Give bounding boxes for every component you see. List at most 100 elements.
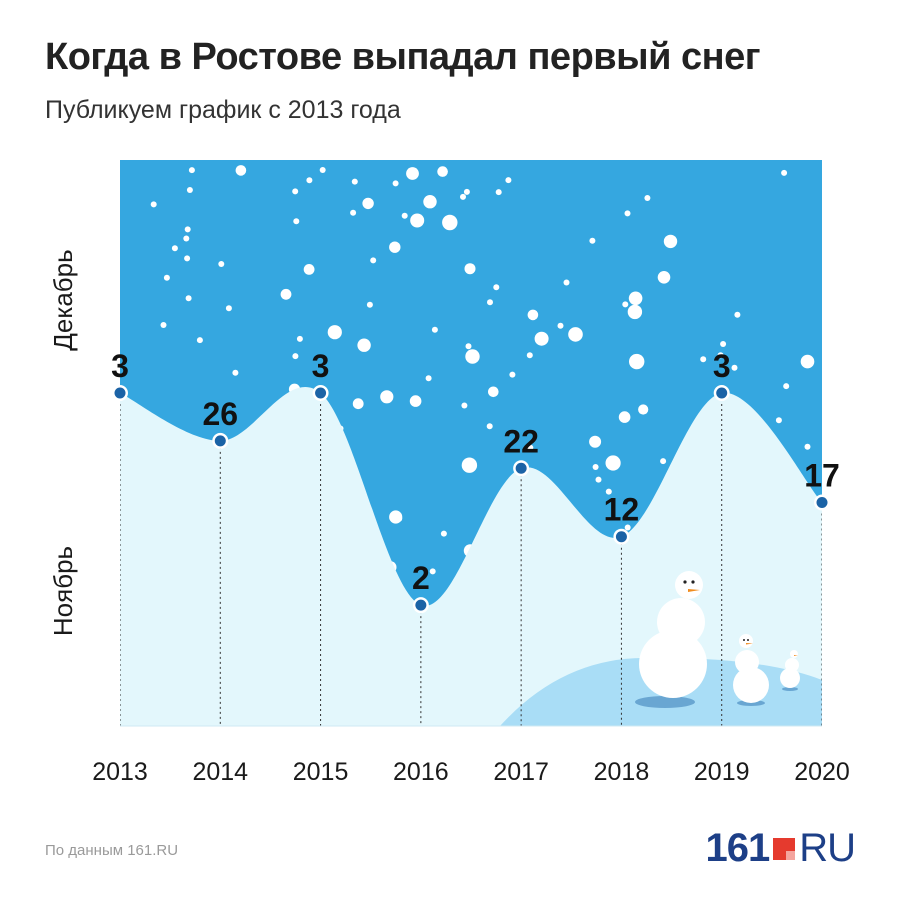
snowflake: [429, 568, 436, 575]
snowflake: [783, 383, 790, 390]
snowflake: [465, 353, 472, 360]
snowflake: [660, 458, 667, 465]
logo-suffix: RU: [799, 826, 856, 870]
snowflake: [183, 235, 190, 242]
y-label-december: Декабрь: [48, 249, 78, 350]
snowflake: [509, 371, 516, 378]
snowflake: [460, 193, 466, 200]
snowflake: [296, 335, 303, 342]
snowflake: [401, 212, 408, 219]
snowflake: [734, 311, 741, 318]
data-label: 12: [604, 492, 640, 528]
snowflake: [366, 301, 373, 308]
snowflake: [775, 417, 782, 424]
source-note: По данным 161.RU: [45, 842, 179, 859]
snowflake: [293, 218, 300, 225]
snowflake: [592, 464, 599, 470]
snowflake: [186, 187, 193, 193]
snowflake: [292, 188, 299, 195]
snowflake: [351, 178, 358, 185]
snowflake: [352, 398, 364, 410]
snowflake: [171, 245, 178, 252]
snowflake: [638, 404, 649, 415]
snowflake: [632, 362, 639, 369]
data-point: [315, 387, 327, 399]
snowflake: [218, 261, 225, 267]
snowflake: [486, 423, 493, 430]
data-point: [114, 387, 126, 399]
snowflake: [461, 402, 468, 409]
snowflake: [663, 234, 678, 249]
snowflake: [437, 166, 448, 177]
snowflake: [431, 326, 438, 333]
snowflake: [465, 349, 480, 364]
x-tick-label: 2019: [694, 758, 750, 786]
snowflake: [306, 177, 313, 184]
snowflake: [495, 189, 502, 196]
snowflake: [527, 309, 539, 321]
snowflake: [406, 167, 419, 180]
snowflake: [595, 476, 602, 483]
snowflake: [150, 201, 157, 208]
data-label: 17: [804, 458, 840, 494]
snow-area: [120, 387, 822, 726]
snowflake: [557, 322, 564, 329]
snowflake: [781, 169, 788, 176]
data-label: 3: [312, 348, 330, 384]
snowflake: [527, 444, 534, 451]
snowflake: [370, 257, 377, 264]
snowflake: [163, 274, 170, 281]
snowflake: [622, 301, 629, 308]
logo-number: 161: [705, 826, 770, 870]
snowman-large-icon: [635, 571, 707, 708]
snowflake: [442, 214, 458, 231]
snowflake: [605, 488, 612, 495]
data-point: [515, 462, 527, 474]
snowflake: [493, 284, 500, 291]
data-markers: [112, 385, 830, 614]
snowflake: [731, 364, 738, 371]
snowflake: [804, 443, 811, 450]
data-point: [816, 497, 828, 508]
snowman-medium-icon: [733, 634, 769, 706]
snowflake: [366, 201, 373, 208]
snowflake: [184, 255, 191, 262]
x-tick-labels: 2013 2014 2015 2016 2017 2018 2019 2020: [92, 758, 850, 786]
data-label: 3: [713, 348, 731, 384]
snowflake: [327, 325, 342, 340]
snowflake: [423, 195, 437, 209]
snowflake: [440, 530, 447, 537]
snowflake: [465, 343, 472, 350]
snowflake: [319, 167, 326, 173]
snowflake: [627, 304, 643, 320]
snowflake: [350, 209, 357, 216]
snowman-small-icon: [780, 650, 800, 691]
snowflake: [624, 210, 631, 217]
snowflake: [184, 226, 191, 233]
snowflake: [410, 213, 425, 228]
snowflake: [392, 180, 399, 187]
snowflake: [720, 341, 727, 347]
y-label-november: Ноябрь: [48, 546, 78, 636]
snowflake: [618, 411, 631, 423]
chart-title: Когда в Ростове выпадал первый снег: [45, 36, 761, 78]
snowflake: [628, 291, 643, 306]
data-label: 22: [503, 423, 539, 459]
snowflake: [700, 356, 707, 363]
snowflake: [568, 327, 583, 342]
snowflake: [188, 167, 195, 174]
data-label: 3: [111, 348, 129, 384]
snowflake: [505, 177, 512, 184]
snowflake: [589, 237, 596, 244]
snowflake: [160, 322, 167, 328]
snowflake: [488, 386, 499, 398]
data-point: [415, 599, 427, 611]
snowflake: [589, 435, 602, 448]
snowflake: [425, 375, 432, 382]
snowflake: [526, 352, 533, 359]
snowflake: [464, 263, 476, 275]
snowflake: [389, 241, 401, 253]
snowflake: [534, 331, 549, 346]
